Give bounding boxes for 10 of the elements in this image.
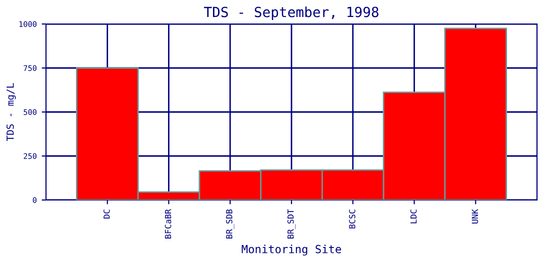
x-axis-title: Monitoring Site: [242, 244, 342, 256]
x-tick-label: BR_SDT: [287, 209, 296, 238]
x-tick-label: BFCaBR: [164, 209, 172, 238]
x-tick-label: LDC: [410, 210, 417, 224]
y-axis-title: TDS - mg/L: [6, 83, 16, 142]
x-tick-label: UNK: [472, 209, 478, 224]
x-tick-label: BR_SDB: [226, 209, 234, 238]
chart-title: TDS - September, 1998: [204, 6, 378, 20]
x-tick-label: BCSC: [349, 210, 356, 228]
x-tick-label: DC: [104, 210, 110, 219]
